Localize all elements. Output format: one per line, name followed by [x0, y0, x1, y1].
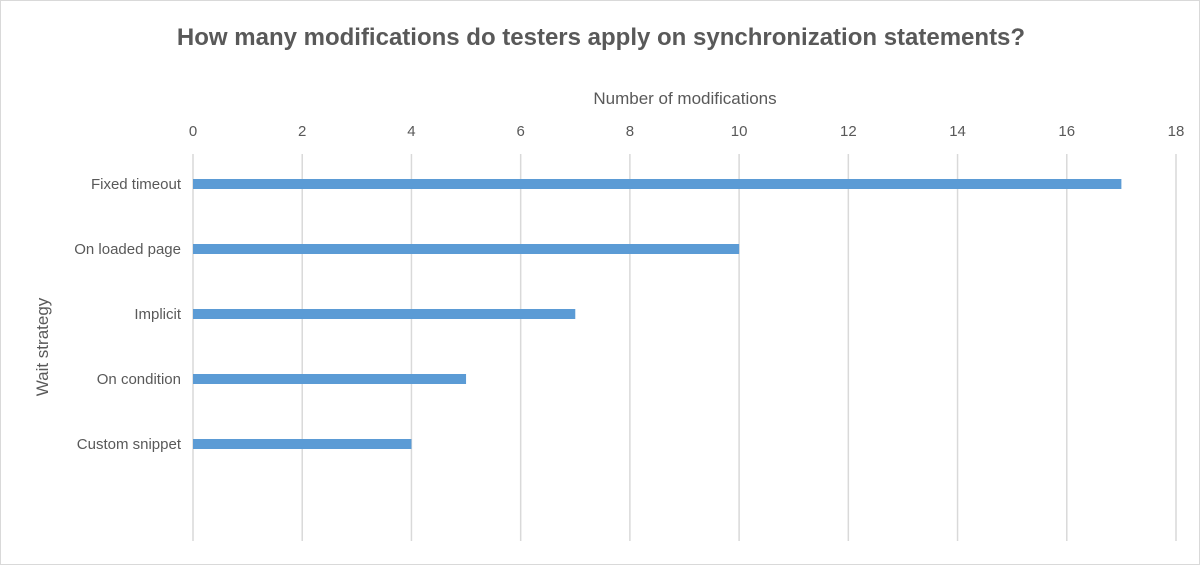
category-label: On condition [97, 371, 181, 388]
gridlines [192, 154, 1177, 541]
x-tick-labels: 0 2 4 6 8 10 12 14 16 18 [189, 123, 1185, 140]
chart-title: How many modifications do testers apply … [177, 24, 1025, 51]
category-label: Custom snippet [77, 436, 182, 453]
x-tick-label: 18 [1168, 123, 1185, 140]
x-tick-label: 2 [298, 123, 306, 140]
bar-implicit [193, 309, 576, 319]
x-tick-label: 8 [626, 123, 634, 140]
bar-fixed-timeout [193, 179, 1122, 189]
x-tick-label: 6 [516, 123, 524, 140]
x-axis-title: Number of modifications [593, 89, 776, 108]
category-label: Implicit [134, 306, 182, 323]
x-tick-label: 16 [1058, 123, 1075, 140]
bars [193, 179, 1122, 449]
category-labels: Fixed timeout On loaded page Implicit On co… [74, 176, 182, 453]
bar-on-condition [193, 374, 467, 384]
bar-custom-snippet [193, 439, 412, 449]
x-tick-label: 4 [407, 123, 415, 140]
x-tick-label: 14 [949, 123, 966, 140]
x-tick-label: 10 [731, 123, 748, 140]
category-label: On loaded page [74, 241, 181, 258]
x-tick-label: 0 [189, 123, 197, 140]
category-label: Fixed timeout [91, 176, 182, 193]
x-tick-label: 12 [840, 123, 857, 140]
y-axis-title: Wait strategy [33, 297, 52, 396]
bar-on-loaded-page [193, 244, 740, 254]
